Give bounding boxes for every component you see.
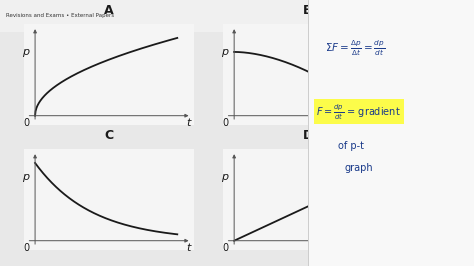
Text: graph: graph bbox=[345, 163, 373, 173]
Text: D: D bbox=[303, 129, 313, 142]
Text: 0: 0 bbox=[24, 243, 29, 253]
Text: of p-t: of p-t bbox=[338, 141, 364, 151]
Text: p: p bbox=[21, 172, 29, 182]
Text: B: B bbox=[303, 4, 313, 17]
Text: C: C bbox=[104, 129, 114, 142]
Text: t: t bbox=[385, 118, 390, 128]
Text: p: p bbox=[220, 172, 228, 182]
Text: $\Sigma F = \frac{\Delta p}{\Delta t} = \frac{dp}{dt}$: $\Sigma F = \frac{\Delta p}{\Delta t} = … bbox=[325, 38, 385, 58]
Text: 0: 0 bbox=[24, 118, 29, 128]
Text: 0: 0 bbox=[223, 118, 228, 128]
Text: p: p bbox=[220, 47, 228, 57]
Text: 0: 0 bbox=[223, 243, 228, 253]
Text: t: t bbox=[186, 243, 191, 253]
Text: $F = \frac{dp}{dt}$ = gradient: $F = \frac{dp}{dt}$ = gradient bbox=[317, 102, 401, 122]
Text: t: t bbox=[385, 243, 390, 253]
Text: p: p bbox=[21, 47, 29, 57]
Text: A: A bbox=[104, 4, 114, 17]
Text: t: t bbox=[186, 118, 191, 128]
Text: Revisions and Exams • External Papers: Revisions and Exams • External Papers bbox=[6, 14, 114, 18]
